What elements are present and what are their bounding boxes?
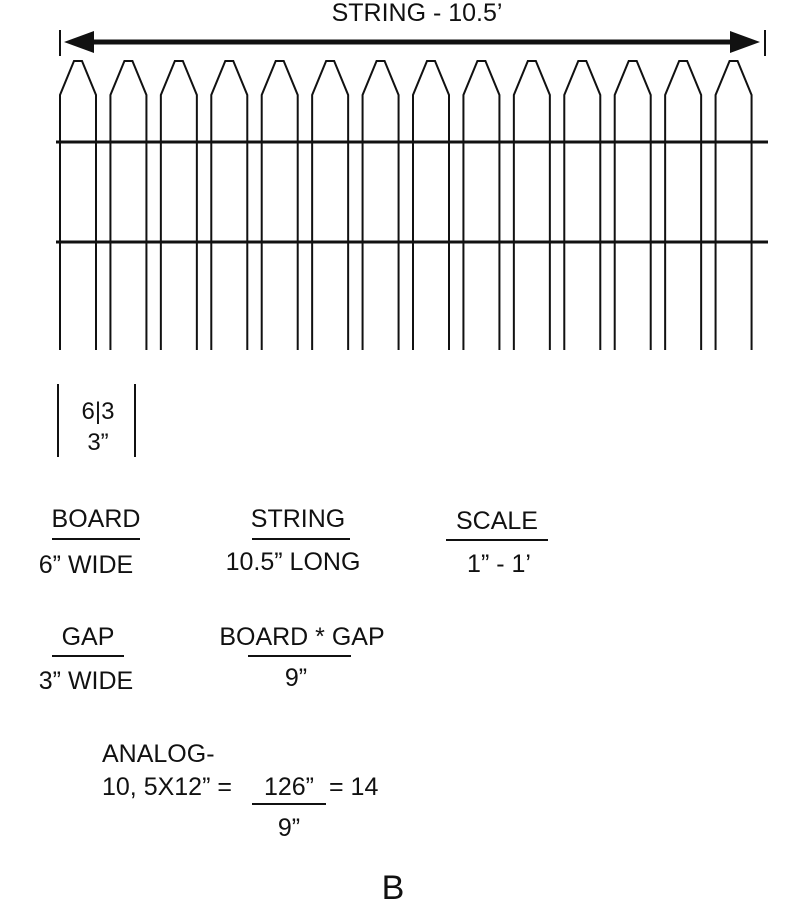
analog-numerator: 126”: [264, 773, 314, 801]
scale-value: 1” - 1’: [467, 550, 531, 578]
board-sample: 6|3 3”: [57, 384, 136, 457]
fence-picket: [563, 60, 602, 350]
fence-picket: [311, 60, 350, 350]
dimension-arrow: [59, 30, 766, 56]
board-label: BOARD: [52, 505, 141, 533]
analog-calculation: ANALOG- 10, 5X12” = 126” = 14 9”: [102, 740, 378, 842]
arrowhead-left: [64, 31, 94, 53]
fence-picket: [462, 60, 501, 350]
board-gap-label: BOARD * GAP: [219, 623, 384, 651]
fence-picket: [260, 60, 299, 350]
arrowhead-right: [730, 31, 760, 53]
analog-denominator: 9”: [278, 814, 300, 842]
gap-value: 3” WIDE: [39, 667, 133, 695]
fence-pickets: [59, 60, 753, 350]
fence-picket: [361, 60, 400, 350]
fence-picket: [109, 60, 148, 350]
fence-rails: [56, 140, 768, 244]
scale-label: SCALE: [456, 507, 538, 535]
string-label: STRING: [251, 505, 345, 533]
board-value: 6” WIDE: [39, 551, 133, 579]
fence-picket: [714, 60, 753, 350]
board-gap-fraction: BOARD * GAP 9”: [219, 623, 384, 692]
fence-picket: [159, 60, 198, 350]
board-sample-top-text: 6|3: [82, 398, 115, 425]
fence-picket: [512, 60, 551, 350]
fence-picket: [210, 60, 249, 350]
string-value: 10.5” LONG: [226, 548, 361, 576]
fence-picket: [412, 60, 450, 350]
scale-fraction: SCALE 1” - 1’: [446, 507, 548, 578]
analog-prefix: 10, 5X12” =: [102, 773, 232, 801]
analog-heading: ANALOG-: [102, 740, 215, 768]
string-fraction: STRING 10.5” LONG: [226, 505, 361, 576]
fence-picket: [664, 60, 703, 350]
string-length-title: STRING - 10.5’: [332, 0, 503, 27]
gap-label: GAP: [62, 623, 115, 651]
gap-fraction: GAP 3” WIDE: [39, 623, 133, 695]
board-sample-bottom-text: 3”: [87, 429, 108, 456]
analog-suffix: = 14: [329, 773, 378, 801]
board-fraction: BOARD 6” WIDE: [39, 505, 141, 579]
fence-picket: [59, 60, 97, 350]
fence-picket: [613, 60, 652, 350]
board-gap-value: 9”: [285, 664, 307, 692]
figure-label: B: [382, 869, 405, 907]
